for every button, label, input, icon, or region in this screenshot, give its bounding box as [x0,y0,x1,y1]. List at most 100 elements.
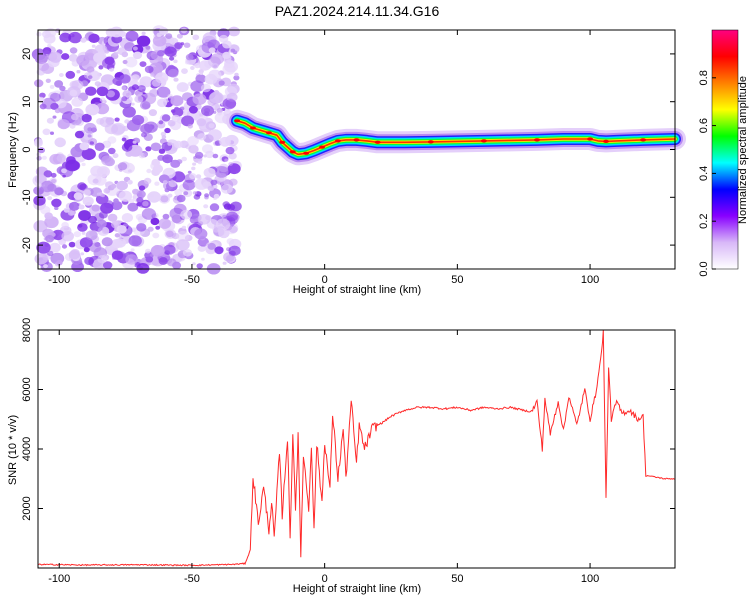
noise-blob [54,206,59,210]
noise-blob [182,179,196,191]
noise-blob [48,52,62,63]
ridge-core [236,120,676,156]
noise-blob [112,77,122,86]
noise-blob [211,62,219,69]
noise-blob [157,98,168,108]
noise-blob [173,59,178,64]
noise-blob [196,118,207,127]
noise-blob [187,170,192,174]
noise-blob [63,207,70,213]
noise-blob [161,114,171,122]
noise-blob [71,113,79,121]
noise-blob [42,30,51,39]
noise-blob [94,142,105,151]
noise-blob [234,72,239,77]
noise-blob [57,119,70,130]
noise-blob [84,256,94,266]
noise-blob [181,156,187,162]
ridge-hotspot [279,140,286,144]
noise-blob [176,194,186,203]
y-tick-label: 2000 [21,496,33,520]
x-tick-label: 50 [451,274,463,286]
noise-blob [200,83,212,93]
noise-blob [194,228,208,240]
noise-blob [36,31,42,37]
noise-blob [144,121,158,133]
noise-blob [197,160,203,165]
noise-blob [162,213,170,220]
noise-blob [81,231,86,235]
noise-blob [222,63,236,75]
noise-blob [150,217,160,226]
x-tick-label: 50 [451,573,463,585]
noise-blob [197,133,207,141]
ridge-hotspot [427,140,434,144]
noise-blob [191,166,196,171]
ridge-hotspot [265,131,272,135]
noise-blob [106,90,116,98]
noise-blob [101,194,105,198]
noise-blob [116,225,127,234]
noise-blob [68,54,79,62]
noise-blob [136,223,147,232]
noise-blob [176,82,189,93]
noise-blob [226,238,235,245]
noise-blob [45,78,51,84]
noise-blob [205,150,215,159]
noise-blob [164,127,171,134]
noise-blob [143,177,152,185]
noise-blob [203,167,216,178]
ridge-hotspot [480,139,487,143]
noise-blob [170,109,176,113]
noise-blob [194,62,201,69]
noise-blob [144,65,154,74]
noise-blob [213,227,225,237]
noise-blob [117,162,128,171]
noise-blob [61,221,69,229]
noise-blob [49,242,61,253]
noise-blob [196,263,203,269]
ridge-hotspot [303,151,310,155]
noise-blob [173,77,179,82]
noise-blob [36,152,41,157]
noise-blob [188,106,198,114]
noise-blob [168,180,177,188]
noise-blob [100,202,114,214]
noise-blob [147,226,154,232]
ridge-hotspot [587,137,594,141]
snr-background [38,330,675,568]
noise-blob [176,33,183,39]
noise-blob [204,193,210,198]
spectrogram-y-axis-label: Frequency (Hz) [7,112,19,188]
noise-blob [51,198,62,208]
noise-blob [151,158,160,167]
noise-blob [136,202,142,207]
noise-blob [148,109,157,117]
noise-blob [156,86,171,98]
noise-blob [77,223,88,232]
noise-blob [56,154,67,163]
noise-blob [163,244,176,255]
noise-blob [194,151,204,159]
ridge-hotspot [534,138,540,142]
noise-blob [182,249,193,257]
noise-blob [214,111,229,124]
noise-blob [76,54,90,66]
noise-blob [183,42,191,48]
noise-blob [85,103,100,116]
noise-blob [220,183,233,194]
noise-blob [187,136,199,146]
noise-blob [112,153,119,159]
spectrogram-noise-region [31,25,242,275]
noise-blob [89,204,103,216]
noise-blob [132,51,143,60]
noise-blob [160,131,167,137]
noise-blob [82,196,94,206]
noise-blob [68,241,76,248]
noise-blob [152,164,164,174]
noise-blob [209,91,224,104]
noise-blob [34,79,44,88]
noise-blob [167,141,173,146]
noise-blob [96,51,107,60]
x-tick-label: -100 [48,274,70,286]
